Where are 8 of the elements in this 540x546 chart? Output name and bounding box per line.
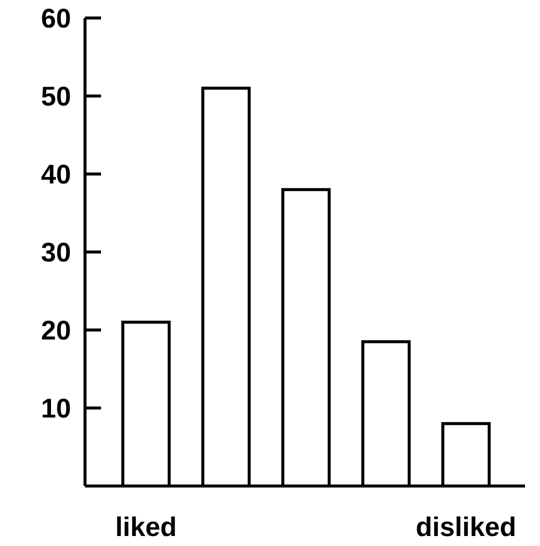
y-tick-label: 10 (40, 394, 71, 424)
y-tick-label: 40 (40, 160, 71, 190)
x-tick-label: disliked (416, 512, 516, 542)
y-tick-label: 30 (40, 238, 71, 268)
y-tick-label: 60 (40, 4, 71, 34)
y-tick-label: 20 (40, 316, 71, 346)
x-tick-label: liked (115, 512, 177, 542)
y-tick-label: 50 (40, 82, 71, 112)
